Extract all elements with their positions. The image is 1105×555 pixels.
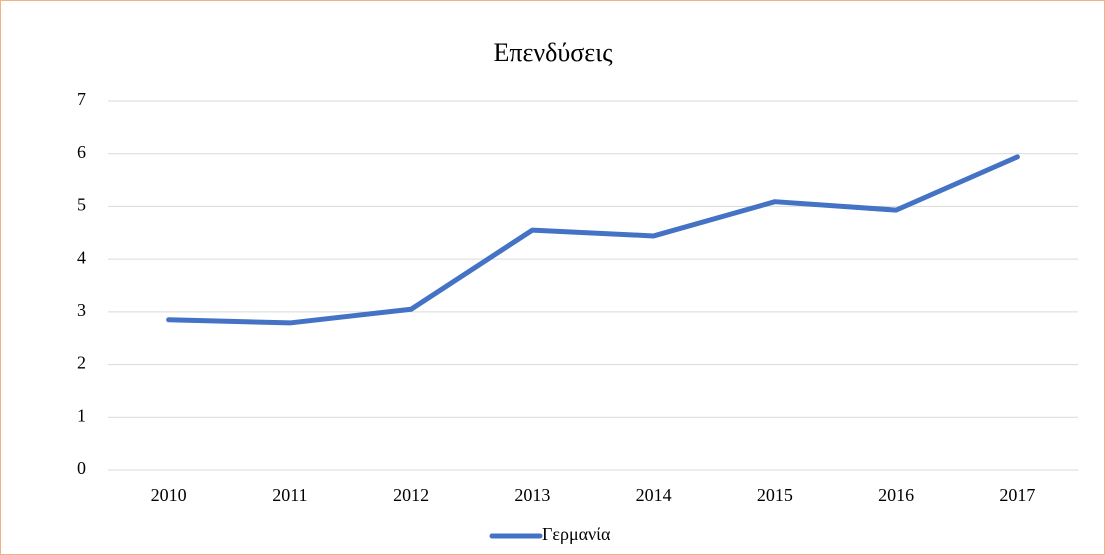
x-tick-label: 2017 bbox=[999, 485, 1035, 505]
x-tick-label: 2014 bbox=[636, 485, 672, 505]
x-tick-label: 2013 bbox=[514, 485, 550, 505]
y-tick-label: 1 bbox=[77, 405, 86, 425]
y-tick-label: 7 bbox=[77, 89, 86, 109]
line-series bbox=[166, 154, 1020, 326]
y-tick-label: 6 bbox=[77, 142, 86, 162]
y-tick-label: 0 bbox=[77, 458, 86, 478]
legend-label: Γερμανία bbox=[542, 524, 611, 544]
y-tick-label: 5 bbox=[77, 195, 86, 215]
chart-title: Επενδύσεις bbox=[493, 38, 613, 67]
x-tick-label: 2010 bbox=[151, 485, 187, 505]
x-tick-label: 2015 bbox=[757, 485, 793, 505]
y-tick-label: 4 bbox=[77, 247, 86, 267]
x-tick-label: 2011 bbox=[272, 485, 307, 505]
x-tick-label: 2016 bbox=[878, 485, 914, 505]
x-tick-label: 2012 bbox=[393, 485, 429, 505]
y-tick-label: 3 bbox=[77, 300, 86, 320]
y-tick-label: 2 bbox=[77, 353, 86, 373]
